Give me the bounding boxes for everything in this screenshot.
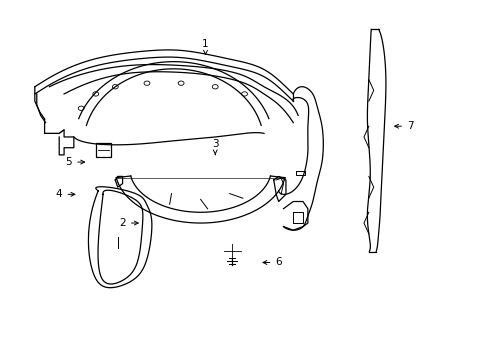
Text: 1: 1: [202, 39, 208, 54]
Bar: [96, 143, 111, 157]
Text: 7: 7: [394, 121, 413, 131]
Text: 3: 3: [211, 139, 218, 155]
Text: 2: 2: [119, 218, 138, 228]
Text: 4: 4: [56, 189, 75, 199]
Text: 5: 5: [65, 157, 84, 167]
Text: 6: 6: [263, 257, 282, 267]
